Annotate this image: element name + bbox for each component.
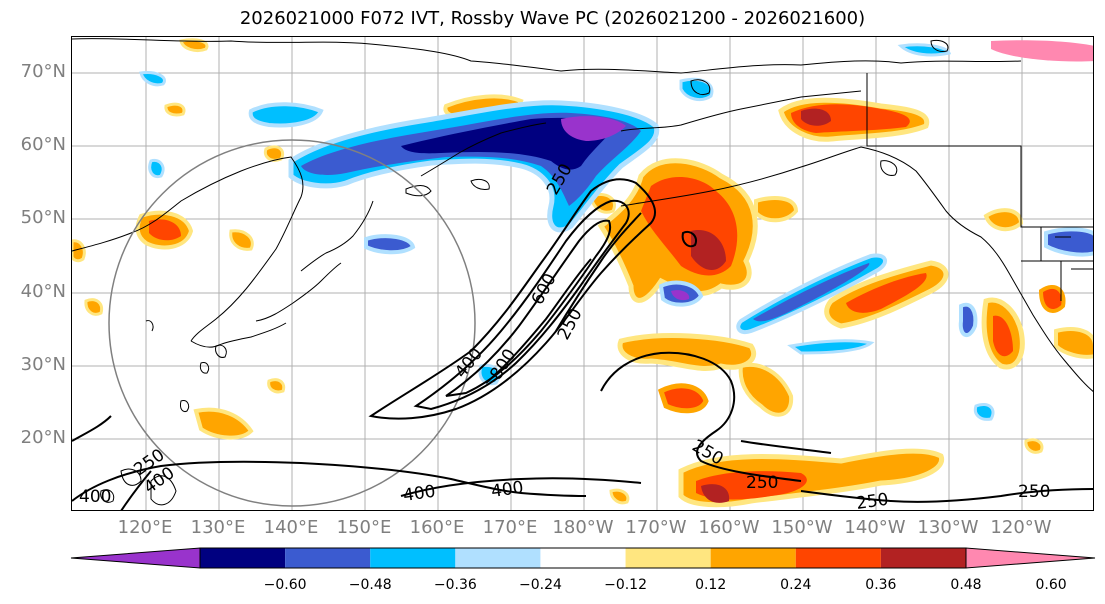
contour-label: 250 [554,305,587,343]
colorbar-segment [370,548,456,568]
lon-label-160e: 160°E [409,517,465,538]
lon-label-130w: 130°W [917,517,979,538]
ivt-negative-shading [139,43,1093,421]
colorbar-tick-label: −0.24 [518,577,562,593]
contour-label: 250 [746,473,778,493]
colorbar-segment [540,548,626,568]
lat-label-60n: 60°N [20,134,66,155]
colorbar-tick-label: 0.48 [950,577,982,593]
lat-label-50n: 50°N [20,207,66,228]
colorbar-tick-label: 0.12 [695,577,727,593]
colorbar-tick-label: 0.24 [780,577,812,593]
map-panel: 400 600 250 400 800 250 250 400 400 250 … [71,36,1094,511]
colorbar-segment [795,548,881,568]
lon-label-150w: 150°W [771,517,833,538]
colorbar-segment [625,548,711,568]
colorbar-svg [70,547,1096,569]
lat-label-20n: 20°N [20,427,66,448]
colorbar-segment [285,548,371,568]
lat-label-40n: 40°N [20,281,66,302]
lon-label-180w: 180°W [552,517,614,538]
colorbar-tick-label: 0.60 [1035,577,1067,593]
lon-label-140w: 140°W [844,517,906,538]
colorbar-segment [710,548,796,568]
lon-label-170e: 170°E [482,517,538,538]
contour-label: 250 [855,490,890,511]
colorbar-segment [880,548,966,568]
lon-label-170w: 170°W [625,517,687,538]
colorbar [70,547,1096,573]
contour-label: 400 [490,478,525,502]
contour-label: 400 [402,482,437,506]
colorbar-tick-label: 0.36 [865,577,897,593]
colorbar-extend-low [70,547,201,569]
colorbar-segment [455,548,541,568]
lon-label-160w: 160°W [698,517,760,538]
lon-label-130e: 130°E [190,517,246,538]
radius-circle [108,139,476,507]
colorbar-frame [199,547,967,569]
colorbar-extend-high [965,547,1096,569]
lon-label-120e: 120°E [117,517,173,538]
colorbar-tick-label: −0.12 [604,577,647,593]
map-title: 2026021000 F072 IVT, Rossby Wave PC (202… [239,8,866,29]
contour-lines [72,178,1093,510]
contour-label: 400 [79,487,111,507]
lat-label-30n: 30°N [20,354,66,375]
colorbar-tick-label: −0.36 [433,577,477,593]
colorbar-tick-label: −0.48 [348,577,392,593]
coastlines [72,38,1093,506]
ivt-positive-shading [72,38,1093,508]
lon-label-120w: 120°W [990,517,1052,538]
contour-label: 250 [1018,482,1050,502]
map-canvas: 400 600 250 400 800 250 250 400 400 250 … [72,37,1093,511]
lat-label-70n: 70°N [20,61,66,82]
lon-label-150e: 150°E [336,517,392,538]
colorbar-tick-label: −0.60 [263,577,307,593]
lon-label-140e: 140°E [263,517,319,538]
colorbar-segment [200,548,286,568]
